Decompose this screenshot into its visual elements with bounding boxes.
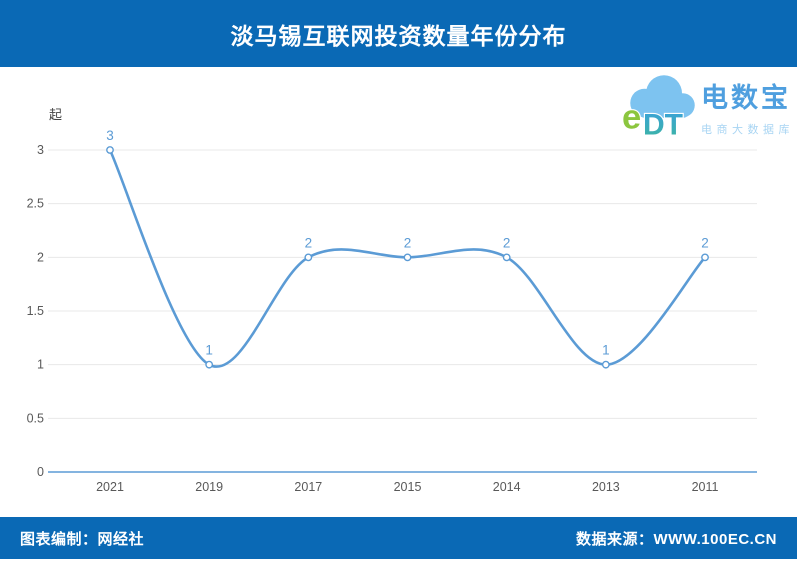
data-point-marker [701,253,709,262]
y-axis-unit-label: 起 [49,107,63,122]
x-tick-label: 2017 [294,480,322,494]
x-tick-label: 2015 [394,480,422,494]
y-tick-label: 0.5 [27,411,44,425]
cloud-icon: e DT [619,68,697,144]
y-tick-label: 0 [37,465,44,479]
data-label: 2 [503,235,511,250]
data-point-marker [304,253,313,262]
header-banner: 淡马锡互联网投资数量年份分布 [0,0,797,67]
logo-tagline: 电商大数据库 [701,123,794,136]
y-tick-label: 3 [37,143,44,157]
footer-source[interactable]: 数据来源：WWW.100EC.CN [575,530,777,548]
data-point-marker [106,146,114,154]
data-point-marker [502,253,511,262]
x-tick-label: 2013 [592,480,620,494]
data-point-marker [205,360,214,369]
footer-credit: 图表编制：网经社 [20,530,145,548]
data-label: 2 [404,235,412,250]
logo-brand-name: 电数宝 [701,82,791,113]
logo-letters-dt: DT [643,109,683,142]
x-tick-label: 2014 [493,480,521,494]
data-point-marker [403,253,412,262]
data-label: 2 [701,235,709,250]
page-title: 淡马锡互联网投资数量年份分布 [230,22,567,49]
data-label: 1 [205,343,213,358]
x-tick-label: 2011 [692,480,719,494]
data-label: 1 [602,343,610,358]
x-tick-label: 2019 [195,480,223,494]
data-label: 2 [305,235,313,250]
y-tick-label: 2 [37,250,44,264]
data-point-marker [601,360,610,369]
y-tick-label: 1.5 [27,304,44,318]
edt-logo: e DT 电数宝 电商大数据库 [619,68,791,144]
logo-text-block: 电数宝 电商大数据库 [701,76,794,137]
y-tick-label: 2.5 [27,197,44,211]
y-tick-label: 1 [37,358,44,372]
data-label: 3 [106,128,114,143]
x-tick-label: 2021 [96,480,124,494]
logo-letter-e: e [622,99,641,137]
footer-banner: 图表编制：网经社 数据来源：WWW.100EC.CN [0,517,797,559]
